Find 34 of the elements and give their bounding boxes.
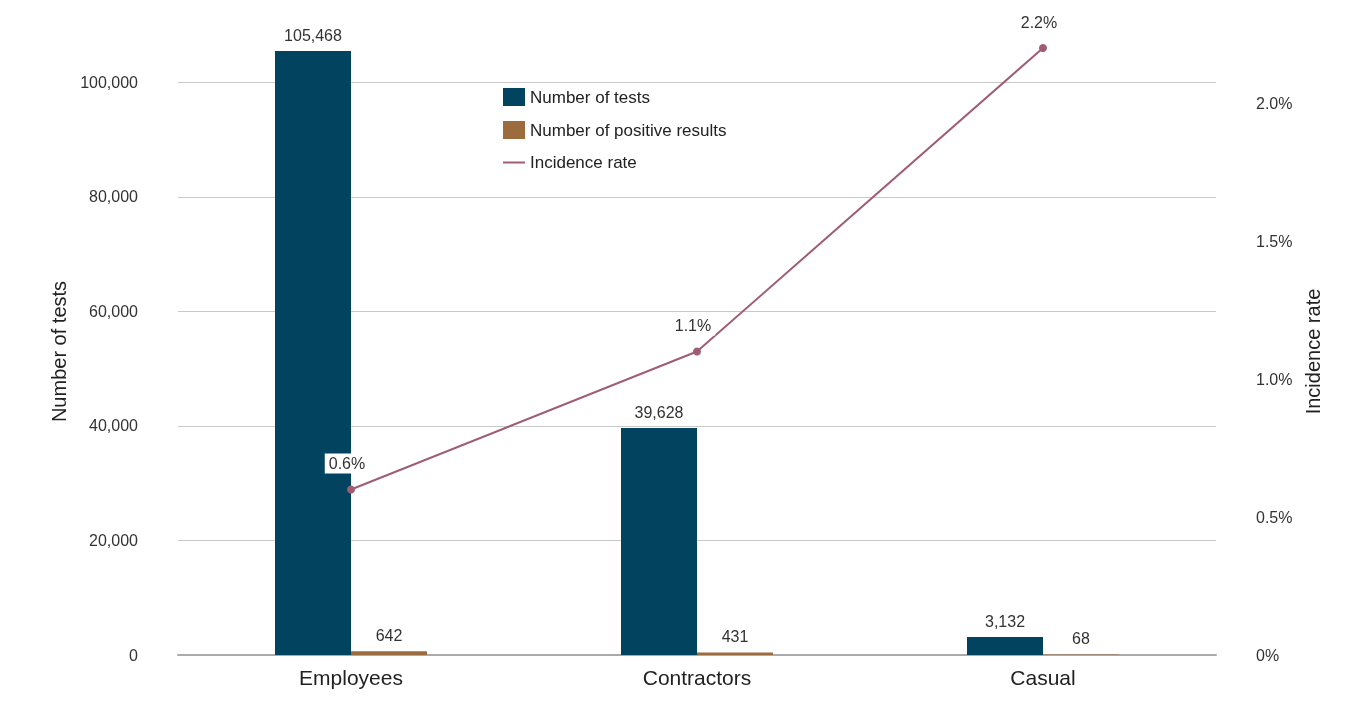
data-label: 3,132	[984, 612, 1026, 630]
bar	[351, 651, 427, 655]
data-label: 431	[721, 628, 749, 646]
legend-label: Number of tests	[530, 87, 650, 107]
x-tick-label: Employees	[299, 666, 403, 689]
y2-axis-title: Incidence rate	[1302, 288, 1325, 415]
y-tick-label: 60,000	[89, 302, 139, 320]
y-axis-title: Number of tests	[48, 280, 71, 423]
data-label: 105,468	[284, 26, 343, 44]
data-label: 68	[1072, 630, 1090, 648]
legend-label: Number of positive results	[530, 120, 727, 140]
y2-tick-label: 1.5%	[1256, 232, 1293, 250]
y-tick-label: 40,000	[89, 417, 139, 435]
data-label: 2.2%	[1020, 13, 1058, 31]
data-label: 1.1%	[674, 317, 712, 334]
y2-tick-label: 2.0%	[1256, 94, 1293, 112]
y2-tick-label: 0.5%	[1256, 508, 1293, 526]
y2-tick-label: 1.0%	[1256, 370, 1293, 388]
y2-tick-label: 0%	[1256, 646, 1280, 664]
y-tick-label: 20,000	[89, 531, 139, 549]
point	[347, 485, 355, 494]
y-tick-label: 80,000	[89, 188, 139, 206]
data-label: 0.6%	[328, 454, 366, 472]
y-tick-label: 0	[129, 646, 139, 664]
point	[693, 347, 701, 356]
x-tick-label: Contractors	[642, 666, 752, 689]
legend-label: Incidence rate	[530, 153, 637, 172]
data-label: 39,628	[634, 403, 684, 421]
y-tick-label: 100,000	[80, 73, 139, 91]
x-tick-label: Casual	[1010, 666, 1076, 689]
point	[1039, 44, 1047, 52]
bar	[967, 637, 1043, 655]
bar	[621, 428, 697, 655]
data-label: 642	[375, 626, 403, 644]
